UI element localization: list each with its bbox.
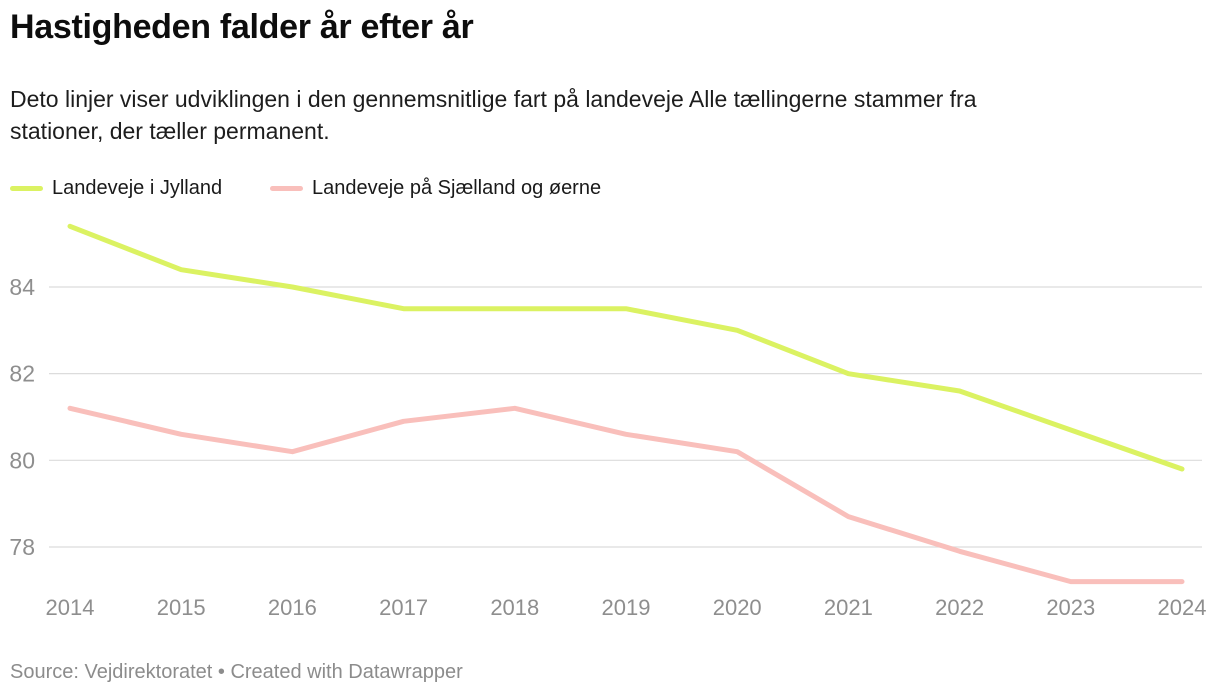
x-tick-label-2016: 2016	[268, 595, 317, 620]
x-tick-label-2015: 2015	[157, 595, 206, 620]
x-tick-label-2019: 2019	[602, 595, 651, 620]
y-tick-label-78: 78	[9, 534, 35, 560]
legend-item-sjaelland: Landeveje på Sjælland og øerne	[270, 174, 601, 202]
legend-swatch-jylland-icon	[10, 185, 43, 191]
chart-subtitle: Deto linjer viser udviklingen i den genn…	[10, 83, 1215, 147]
x-tick-label-2017: 2017	[379, 595, 428, 620]
chart-subtitle-line2: stationer, der tæller permanent.	[10, 118, 330, 144]
y-tick-label-80: 80	[9, 447, 35, 473]
y-tick-label-82: 82	[9, 361, 35, 387]
legend: Landeveje i Jylland Landeveje på Sjællan…	[0, 174, 1220, 202]
legend-item-jylland: Landeveje i Jylland	[10, 174, 222, 202]
x-tick-label-2020: 2020	[713, 595, 762, 620]
y-tick-label-84: 84	[9, 274, 35, 300]
x-tick-label-2018: 2018	[490, 595, 539, 620]
series-line-1[interactable]	[67, 405, 1185, 585]
legend-swatch-sjaelland-icon	[270, 185, 303, 191]
line-chart: 84 82 80 78 2014 2015 2016 2017 2018 2019 2020 2021…	[9, 223, 1207, 620]
x-tick-label-2021: 2021	[824, 595, 873, 620]
source-attribution: Source: Vejdirektoratet • Created with D…	[10, 661, 463, 683]
x-tick-label-2014: 2014	[46, 595, 95, 620]
legend-label-jylland: Landeveje i Jylland	[52, 176, 223, 199]
legend-label-sjaelland: Landeveje på Sjælland og øerne	[312, 176, 602, 199]
x-tick-label-2022: 2022	[935, 595, 984, 620]
chart-title: Hastigheden falder år efter år	[10, 8, 474, 46]
series-line-0[interactable]	[67, 223, 1185, 472]
x-tick-label-2023: 2023	[1046, 595, 1095, 620]
chart-subtitle-line1: Deto linjer viser udviklingen i den genn…	[10, 86, 977, 112]
x-tick-label-2024: 2024	[1158, 595, 1207, 620]
